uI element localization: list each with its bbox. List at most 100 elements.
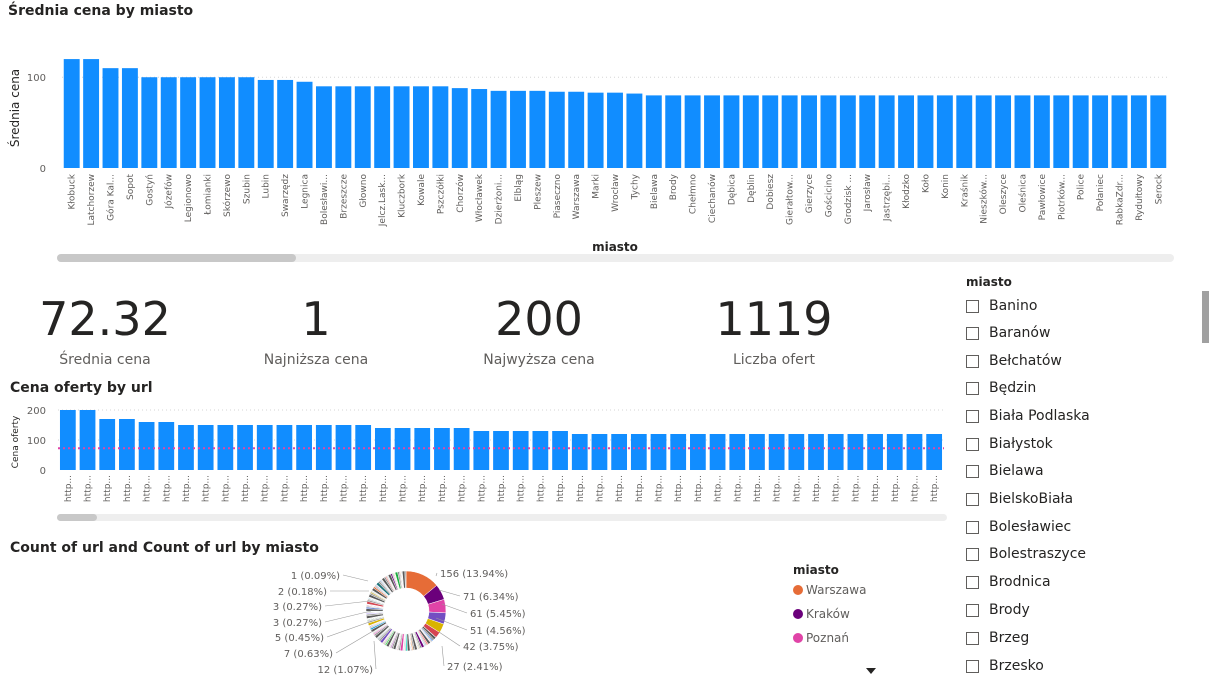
data-label: 156 (13.94%) bbox=[440, 569, 508, 580]
bar bbox=[218, 77, 235, 168]
checkbox[interactable] bbox=[966, 437, 979, 451]
slicer-item-label: Brzeg bbox=[989, 630, 1030, 646]
slicer-item-bolestraszyce[interactable]: Bolestraszyce bbox=[966, 544, 1086, 564]
checkbox[interactable] bbox=[966, 659, 979, 673]
slicer-item-bielawa[interactable]: Bielawa bbox=[966, 461, 1044, 481]
bar bbox=[529, 90, 546, 168]
x-tick-label: http... bbox=[851, 475, 861, 502]
x-tick-label: Rydułtowy bbox=[1135, 173, 1145, 220]
bar bbox=[510, 90, 526, 168]
slicer-item-boleslawiec[interactable]: Bolesławiec bbox=[966, 517, 1071, 537]
x-tick-label: Kowale bbox=[417, 174, 427, 206]
checkbox[interactable] bbox=[966, 603, 979, 617]
checkbox[interactable] bbox=[966, 492, 979, 506]
chart1-scrollbar-thumb[interactable] bbox=[57, 254, 296, 262]
x-axis-title: miasto bbox=[592, 240, 638, 254]
x-tick-label: http... bbox=[497, 475, 507, 502]
legend-item-poznan[interactable]: Poznań bbox=[793, 631, 849, 645]
bar bbox=[63, 59, 80, 169]
x-tick-label: http... bbox=[792, 475, 802, 502]
bar bbox=[180, 77, 197, 168]
x-tick-label: Ciechanów bbox=[707, 174, 718, 223]
x-tick-label: Góra Kal... bbox=[106, 174, 117, 221]
bar bbox=[630, 434, 647, 470]
checkbox[interactable] bbox=[966, 631, 979, 645]
x-tick-label: http... bbox=[517, 475, 527, 502]
leader-line bbox=[435, 617, 468, 631]
x-tick-label: Połaniec bbox=[1096, 174, 1106, 211]
checkbox[interactable] bbox=[966, 326, 979, 340]
checkbox[interactable] bbox=[966, 464, 979, 478]
kpi-value: 200 bbox=[495, 292, 583, 346]
checkbox[interactable] bbox=[966, 381, 979, 395]
bar bbox=[432, 86, 449, 168]
slicer-item-brodnica[interactable]: Brodnica bbox=[966, 572, 1051, 592]
legend-label: Poznań bbox=[806, 631, 850, 645]
slicer-item-label: Brodnica bbox=[989, 574, 1051, 590]
bar bbox=[394, 428, 411, 470]
data-label: 42 (3.75%) bbox=[463, 642, 519, 653]
bar bbox=[1033, 95, 1050, 168]
bar bbox=[217, 425, 234, 470]
leader-line bbox=[324, 610, 372, 623]
slicer-item-brzesko[interactable]: Brzesko bbox=[966, 656, 1044, 676]
kpi-label: Liczba ofert bbox=[732, 352, 815, 368]
legend-item-krakow[interactable]: Kraków bbox=[793, 607, 850, 621]
slicer-item-bialystok[interactable]: Białystok bbox=[966, 434, 1053, 454]
x-tick-label: Pleszew bbox=[533, 174, 543, 210]
page-scrollbar-thumb[interactable] bbox=[1202, 291, 1209, 343]
checkbox[interactable] bbox=[966, 520, 979, 534]
leader-line bbox=[441, 603, 468, 614]
x-tick-label: Jarosław bbox=[863, 174, 873, 212]
slicer-item-label: Bielawa bbox=[989, 463, 1044, 479]
bar bbox=[768, 434, 785, 470]
slicer-item-banino[interactable]: Banino bbox=[966, 296, 1037, 316]
x-tick-label: Dębica bbox=[727, 174, 737, 205]
slicer-item-biala-podlaska[interactable]: Biała Podlaska bbox=[966, 406, 1090, 426]
bar bbox=[471, 89, 488, 168]
legend-item-warszawa[interactable]: Warszawa bbox=[793, 583, 866, 597]
checkbox[interactable] bbox=[966, 409, 979, 423]
bar bbox=[611, 434, 628, 470]
legend-label: Warszawa bbox=[806, 583, 867, 597]
bar bbox=[607, 92, 623, 168]
leader-line bbox=[324, 600, 371, 607]
x-tick-label: Szubin bbox=[242, 174, 252, 204]
x-tick-label: Elbląg bbox=[514, 174, 524, 202]
data-label: 12 (1.07%) bbox=[318, 665, 374, 676]
slicer-item-brzeg[interactable]: Brzeg bbox=[966, 628, 1029, 648]
legend-scroll-down-icon[interactable] bbox=[866, 668, 876, 674]
x-tick-label: Pawłowice bbox=[1038, 174, 1048, 221]
x-tick-label: Włocławek bbox=[475, 173, 485, 222]
x-tick-label: Gościcino bbox=[823, 174, 834, 218]
x-tick-label: http... bbox=[162, 475, 172, 502]
chart1-scrollbar-track[interactable] bbox=[57, 254, 1174, 262]
x-tick-label: http... bbox=[143, 475, 153, 502]
bar bbox=[906, 434, 923, 470]
checkbox[interactable] bbox=[966, 299, 979, 313]
slicer-item-bedzin[interactable]: Będzin bbox=[966, 378, 1036, 398]
checkbox[interactable] bbox=[966, 354, 979, 368]
slicer-item-baranow[interactable]: Baranów bbox=[966, 323, 1050, 343]
x-tick-label: Gostyń bbox=[145, 174, 155, 206]
x-tick-label: http... bbox=[458, 475, 468, 502]
x-tick-label: http... bbox=[871, 475, 881, 502]
slicer-item-belchatow[interactable]: Bełchatów bbox=[966, 351, 1062, 371]
bar bbox=[237, 425, 253, 470]
bar bbox=[898, 95, 915, 168]
checkbox[interactable] bbox=[966, 547, 979, 561]
x-tick-label: Bolesławi... bbox=[320, 174, 330, 225]
bar bbox=[781, 95, 798, 168]
checkbox[interactable] bbox=[966, 575, 979, 589]
slicer-item-label: Białystok bbox=[989, 436, 1053, 452]
y-tick-label: 0 bbox=[40, 164, 46, 175]
bar bbox=[827, 434, 844, 470]
x-tick-label: http... bbox=[930, 475, 940, 502]
slicer-item-bielskobiala[interactable]: BielskoBiała bbox=[966, 489, 1073, 509]
slicer-item-brody[interactable]: Brody bbox=[966, 600, 1030, 620]
bar bbox=[393, 86, 410, 168]
bar bbox=[59, 410, 76, 470]
y-axis-title: Średnia cena bbox=[7, 69, 22, 147]
chart2-scrollbar-thumb[interactable] bbox=[57, 514, 97, 521]
chart2-scrollbar-track[interactable] bbox=[57, 514, 947, 521]
